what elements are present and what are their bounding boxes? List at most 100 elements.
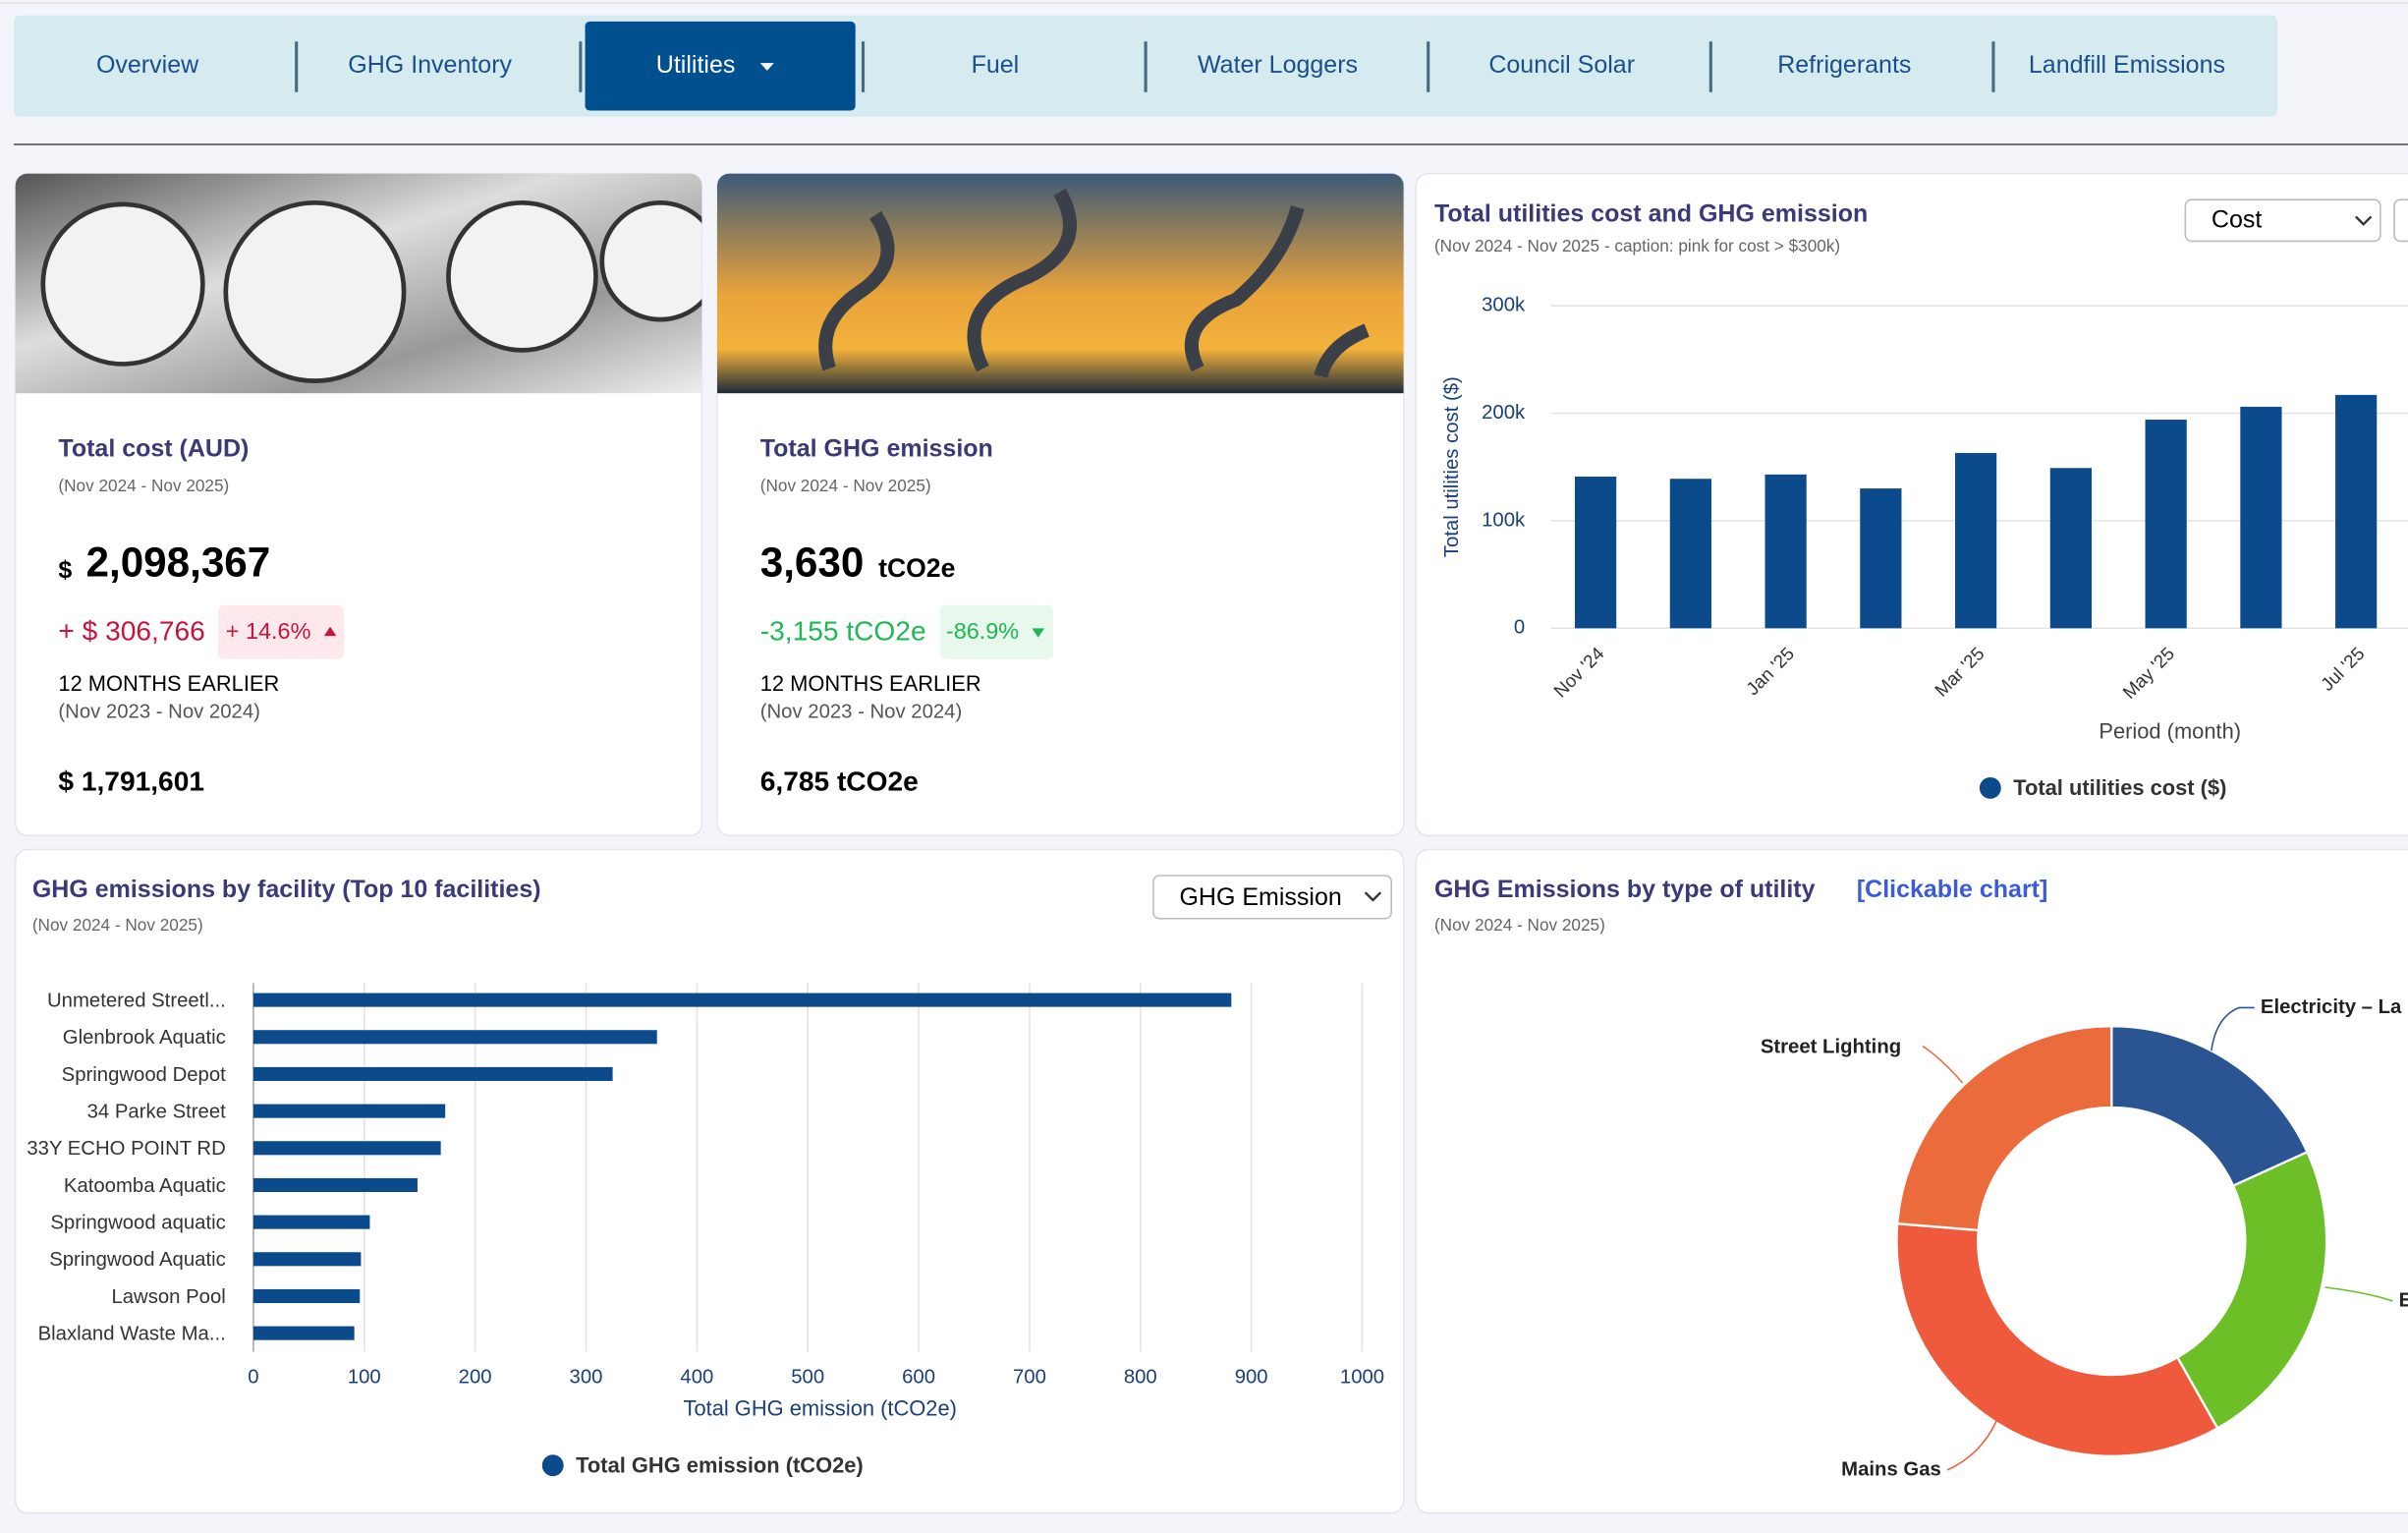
y-tick-label: 200k <box>1482 402 1526 424</box>
x-tick-label: 800 <box>1124 1366 1157 1388</box>
chevron <box>1364 891 1382 902</box>
chart-subtitle: (Nov 2024 - Nov 2025 - caption: pink for… <box>1434 236 1840 256</box>
legend-label[interactable]: Total utilities cost ($) <box>2013 775 2226 800</box>
bar <box>252 1288 361 1303</box>
card-change: + $ 306,766 <box>58 615 204 646</box>
active-tab[interactable] <box>585 21 856 111</box>
y-tick-label: Lawson Pool <box>111 1286 225 1308</box>
donut-slice[interactable] <box>2175 1150 2328 1431</box>
nav-tab[interactable]: Council Solar <box>1488 51 1635 79</box>
currency: $ <box>58 556 72 584</box>
nav-tab[interactable]: Water Loggers <box>1198 51 1358 79</box>
x-tick-label: 300 <box>570 1366 603 1388</box>
x-tick-label: 1000 <box>1340 1366 1384 1388</box>
y-tick-label: Springwood Aquatic <box>49 1249 226 1271</box>
y-tick-label: 0 <box>1514 617 1525 639</box>
y-tick-label: Blaxland Waste Ma... <box>38 1324 226 1345</box>
bar <box>2145 420 2187 629</box>
chart-link[interactable]: [Clickable chart] <box>1857 876 2048 903</box>
donut-slice[interactable] <box>1895 1024 2113 1232</box>
bar <box>1669 479 1711 629</box>
slice-label: Street Lighting <box>1761 1036 1901 1057</box>
dropdown-label[interactable]: Cost <box>2212 206 2262 234</box>
leader-line <box>1946 1420 1997 1471</box>
facility-chart-card <box>14 848 1405 1514</box>
bar <box>252 1104 446 1118</box>
legend-marker <box>541 1454 564 1477</box>
meter-dials <box>40 199 702 383</box>
up-arrow <box>323 626 337 637</box>
nav-tab[interactable]: Overview <box>96 51 199 79</box>
bar <box>252 1215 370 1229</box>
y-tick-label: Unmetered Streetl... <box>47 991 226 1012</box>
card-unit: tCO2e <box>878 553 955 583</box>
bar <box>252 993 1232 1007</box>
card-period: (Nov 2024 - Nov 2025) <box>58 476 229 495</box>
smoke <box>818 188 1370 379</box>
card-title: Total cost (AUD) <box>58 435 249 463</box>
nav-tab[interactable]: Fuel <box>972 51 1020 79</box>
x-axis-label: Total GHG emission (tCO2e) <box>684 1396 957 1421</box>
dropdown[interactable] <box>1152 875 1392 920</box>
x-tick-label: 0 <box>248 1366 258 1388</box>
y-tick-label: 33Y ECHO POINT RD <box>27 1138 225 1160</box>
x-tick-label: 200 <box>459 1366 492 1388</box>
chart-subtitle: (Nov 2024 - Nov 2025) <box>32 915 203 935</box>
y-tick-label: 300k <box>1482 294 1526 315</box>
bar <box>1574 477 1617 629</box>
x-tick-label: 600 <box>902 1366 935 1388</box>
bar <box>1860 488 1902 629</box>
legend-label[interactable]: Total GHG emission (tCO2e) <box>576 1453 864 1478</box>
bar <box>252 1326 355 1340</box>
down-arrow <box>1032 628 1044 638</box>
cost-chart-card <box>1415 172 2408 837</box>
leader-line <box>2211 1006 2255 1051</box>
nav-tab[interactable]: GHG Inventory <box>348 51 512 79</box>
bar <box>1955 452 1997 629</box>
dropdown[interactable] <box>2184 199 2381 243</box>
earlier-period: (Nov 2023 - Nov 2024) <box>58 702 260 723</box>
card-change-pct: -86.9% <box>946 618 1019 644</box>
card-title: Total GHG emission <box>760 435 993 463</box>
bar <box>252 1252 362 1267</box>
earlier-value: 6,785 tCO2e <box>760 766 919 797</box>
chart-title: GHG emissions by facility (Top 10 facili… <box>32 876 541 903</box>
nav-tab[interactable]: Refrigerants <box>1777 51 1911 79</box>
leader-line <box>1922 1045 1964 1084</box>
dropdown-2[interactable] <box>2393 199 2408 243</box>
y-tick-label: 34 Parke Street <box>87 1102 226 1123</box>
tab-caret <box>759 63 774 71</box>
card-change-pct: + 14.6% <box>226 618 311 644</box>
earlier-label: 12 MONTHS EARLIER <box>760 671 981 696</box>
slice-label: Electricity – La <box>2261 996 2402 1018</box>
nav-tab[interactable]: Utilities <box>656 51 736 79</box>
card-value: 3,630 <box>760 539 865 585</box>
y-tick-label: Glenbrook Aquatic <box>63 1027 226 1049</box>
donut-slice[interactable] <box>1895 1221 2219 1457</box>
ghg-badge <box>939 604 1054 659</box>
chevron <box>2355 215 2373 226</box>
chart-title: Total utilities cost and GHG emission <box>1434 199 1868 227</box>
bar <box>1764 474 1807 629</box>
nav-tab[interactable]: Landfill Emissions <box>2029 51 2225 79</box>
x-tick-label: 100 <box>348 1366 381 1388</box>
cost-badge <box>217 604 345 659</box>
card-value: 2,098,367 <box>86 539 271 585</box>
legend-marker <box>1979 776 2001 799</box>
x-tick-label: 500 <box>791 1366 824 1388</box>
x-tick-label: 700 <box>1013 1366 1046 1388</box>
earlier-label: 12 MONTHS EARLIER <box>58 671 279 696</box>
x-tick-label: 900 <box>1235 1366 1268 1388</box>
bar <box>252 1030 657 1045</box>
card-period: (Nov 2024 - Nov 2025) <box>760 476 931 495</box>
y-tick-label: Katoomba Aquatic <box>64 1175 226 1197</box>
x-axis-label: Period (month) <box>2099 718 2241 743</box>
slice-label: E <box>2399 1289 2408 1311</box>
dropdown-label[interactable]: GHG Emission <box>1179 883 1341 911</box>
bar <box>2335 394 2378 629</box>
slice-label: Mains Gas <box>1841 1458 1941 1480</box>
chart-title: GHG Emissions by type of utility <box>1434 876 1816 903</box>
y-tick-label: Springwood Depot <box>62 1064 226 1086</box>
x-tick-label: 400 <box>680 1366 713 1388</box>
